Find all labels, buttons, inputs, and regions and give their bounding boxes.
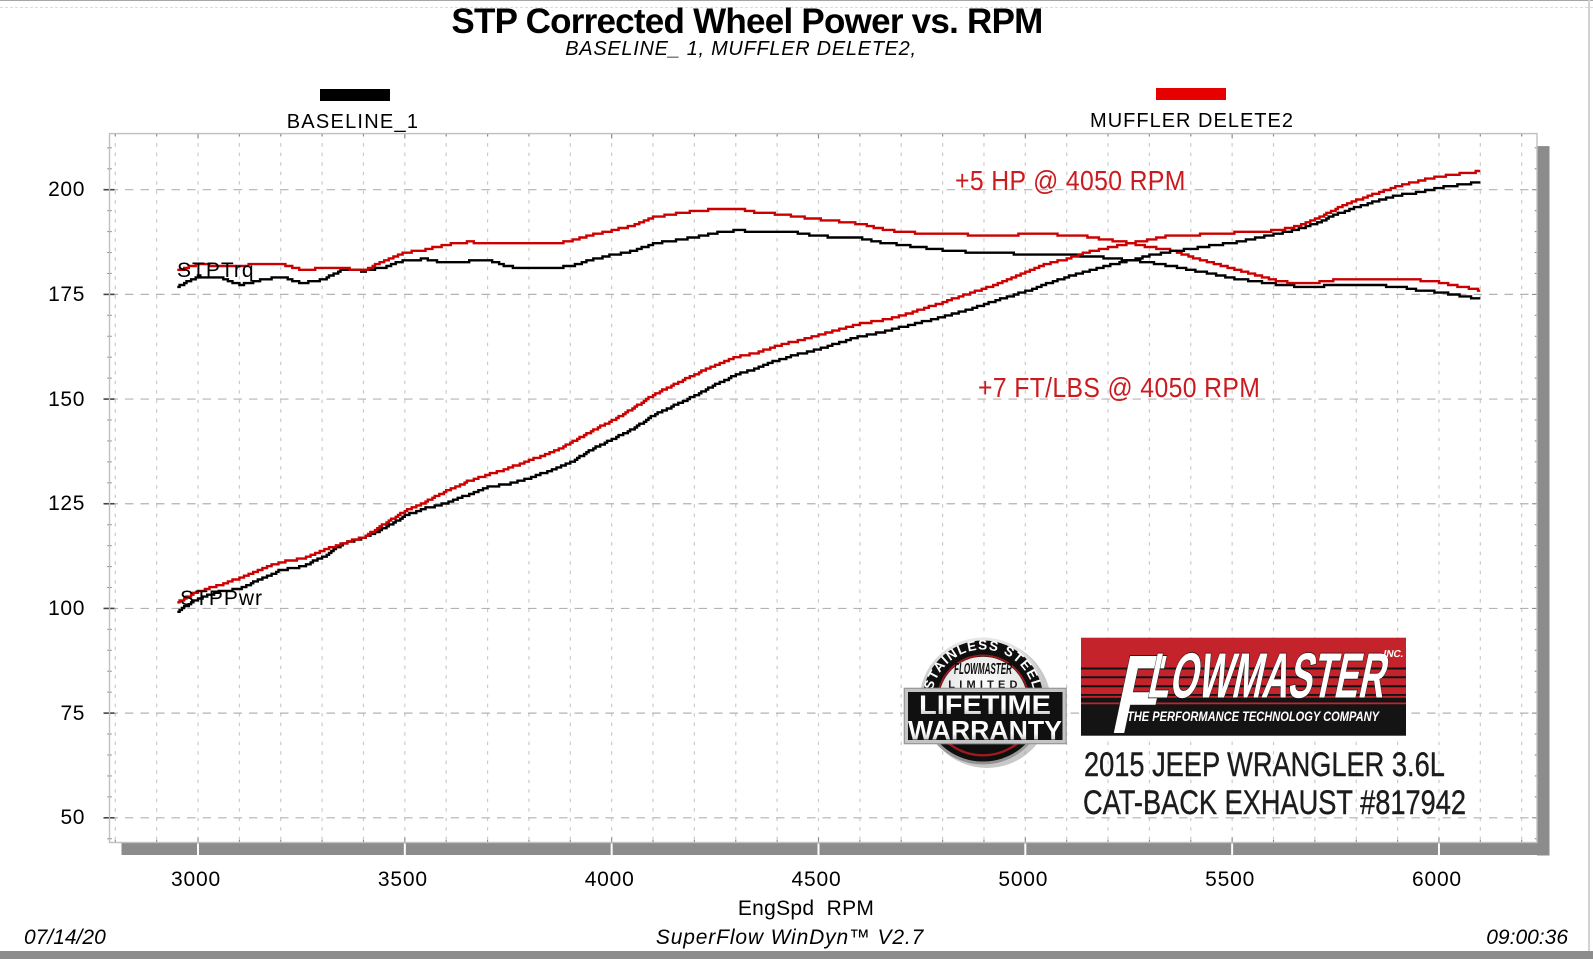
warranty-badge: STAINLESS STEEL FLOWMASTER LIMITED LIFET…: [903, 637, 1067, 768]
page-top-dotted-line: [0, 7, 1593, 8]
curve-label-torque: STPTrq: [177, 259, 255, 282]
plot-shadow-right: [1537, 146, 1550, 856]
x-tick-label: 4000: [584, 868, 635, 891]
logo-tagline: THE PERFORMANCE TECHNOLOGY COMPANY: [1127, 709, 1380, 724]
legend-swatch-baseline: [320, 89, 390, 101]
product-line2: CAT-BACK EXHAUST #817942: [1083, 784, 1466, 822]
x-axis-title: EngSpd RPM: [737, 897, 875, 920]
x-tick-label: 5000: [998, 868, 1049, 891]
y-tick-label: 100: [48, 596, 85, 620]
y-tick-label: 200: [48, 178, 85, 202]
y-tick-label: 75: [60, 701, 85, 725]
legend-label-baseline: BASELINE_1: [286, 111, 420, 133]
curve-label-power: STPPwr: [180, 587, 264, 610]
logo-inc: INC.: [1382, 649, 1404, 660]
page-right-border: [1588, 0, 1590, 951]
plot-background: [109, 133, 1537, 843]
y-tick-label: 175: [48, 282, 85, 306]
badge-black-bowl: [936, 740, 1030, 762]
flowmaster-logo: F LOWMASTER INC. ® THE PERFORMANCE TECHN…: [1081, 630, 1406, 758]
footer-date: 07/14/20: [24, 926, 106, 949]
y-tick-label: 150: [48, 387, 85, 411]
logo-black-band: [1081, 694, 1406, 736]
x-tick-label: 6000: [1411, 868, 1462, 891]
chart-subtitle: BASELINE_ 1, MUFFLER DELETE2,: [565, 38, 917, 60]
x-tick-label: 3000: [171, 868, 221, 891]
annotation-torque-gain: +7 FT/LBS @ 4050 RPM: [978, 372, 1261, 403]
footer-software: SuperFlow WinDyn™ V2.7: [655, 926, 925, 949]
product-line1: 2015 JEEP WRANGLER 3.6L: [1084, 746, 1445, 784]
badge-line1: LIFETIME: [919, 690, 1051, 720]
logo-brand-rest: LOWMASTER: [1143, 639, 1395, 711]
legend-label-muffler-delete: MUFFLER DELETE2: [1090, 110, 1294, 132]
annotation-hp-gain: +5 HP @ 4050 RPM: [955, 165, 1186, 196]
plot-shadow-bottom: [121, 842, 1550, 855]
badge-banner-outline: [903, 687, 1067, 745]
badge-banner: [905, 689, 1066, 743]
y-tick-label: 125: [48, 492, 85, 516]
x-tick-label: 4500: [791, 868, 842, 891]
curve-muffler-delete2-stppwr: [177, 169, 1481, 604]
footer-time: 09:00:36: [1486, 926, 1568, 949]
logo-speed-lines: [1081, 667, 1406, 705]
curve-baseline-1-stptrq: [177, 228, 1481, 300]
page-top-border: [0, 0, 1593, 1]
page-bottom-bar: [0, 951, 1593, 959]
chart-title: STP Corrected Wheel Power vs. RPM: [451, 2, 1043, 41]
x-tick-label: 5500: [1205, 868, 1256, 891]
badge-line2: WARRANTY: [908, 716, 1062, 746]
plot-border: [108, 132, 1538, 844]
curve-muffler-delete2-stptrq: [177, 207, 1481, 292]
logo-reg: ®: [1119, 697, 1129, 708]
logo-red-band: [1081, 637, 1406, 694]
badge-brand: FLOWMASTER: [954, 661, 1012, 678]
y-tick-label: 50: [60, 806, 85, 830]
legend-swatch-muffler-delete: [1156, 88, 1226, 100]
x-tick-label: 3500: [377, 868, 428, 891]
